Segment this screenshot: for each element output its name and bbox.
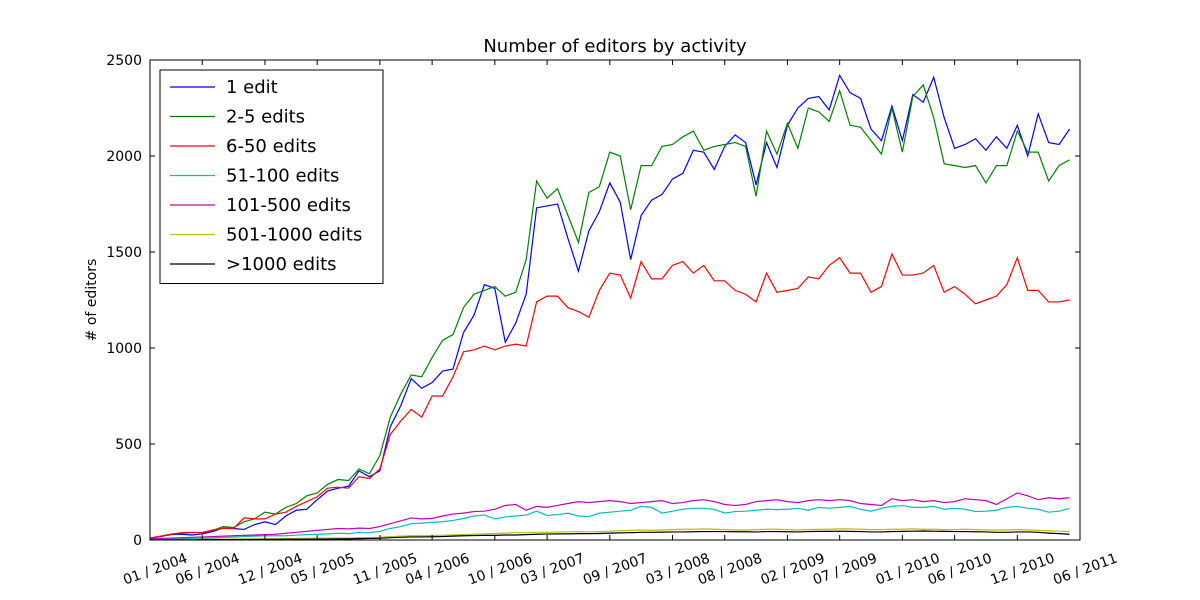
x-tick-label-16: 06 / 2011 [1051,551,1119,589]
legend-label-5: 501-1000 edits [226,225,362,246]
legend-label-1: 2-5 edits [226,107,305,128]
y-axis-ticks: 0 500 1000 1500 2000 2500 [106,53,1080,549]
series-line-1 [149,83,1070,539]
legend-label-4: 101-500 edits [226,195,351,216]
series-line-2 [149,252,1070,539]
plot-lines [149,73,1071,541]
series-line-4 [149,492,1070,540]
y-axis-label: # of editors [84,259,100,342]
series-line-0 [149,73,1071,540]
series-line-3 [149,504,1070,541]
legend: 1 edit 2-5 edits 6-50 edits 51-100 edits 101… [159,69,384,284]
x-tick-label-15: 12 / 2010 [988,551,1056,589]
x-tick-label-8: 09 / 2007 [581,551,649,589]
y-tick-label-1: 500 [115,437,142,453]
y-tick-label-3: 1500 [106,245,142,261]
y-tick-label-0: 0 [133,533,142,549]
legend-label-0: 1 edit [226,77,278,98]
legend-label-2: 6-50 edits [226,136,317,157]
chart-title: Number of editors by activity [483,36,747,57]
legend-box [159,69,384,284]
series-line-5 [149,528,1070,541]
y-tick-label-4: 2000 [106,149,142,165]
series-line-6 [150,530,1070,541]
legend-label-6: >1000 edits [226,254,337,275]
legend-label-3: 51-100 edits [226,166,339,187]
y-tick-label-2: 1000 [106,341,142,357]
plot-frame [149,59,1081,541]
y-tick-label-5: 2500 [106,53,142,69]
